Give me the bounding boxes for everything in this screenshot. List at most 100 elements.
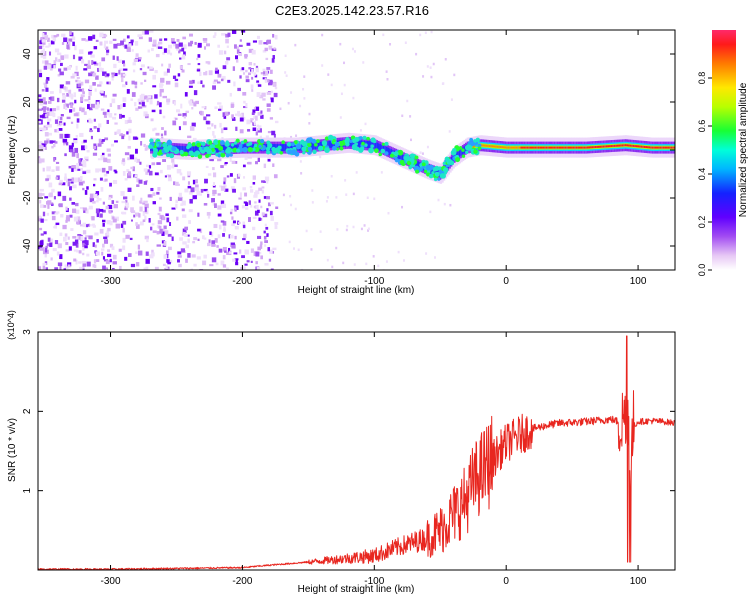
ridge-middle [222, 144, 226, 152]
noise-point [205, 120, 210, 125]
noise-point [120, 223, 124, 228]
noise-point [275, 120, 279, 124]
noise-point [138, 36, 143, 40]
noise-point [265, 226, 269, 230]
noise-point [232, 220, 236, 224]
noise-point [135, 148, 138, 154]
ridge-blob [324, 147, 330, 153]
noise-point [85, 39, 89, 42]
noise-point [135, 56, 139, 60]
noise-point [262, 98, 266, 101]
noise-point [142, 211, 148, 214]
noise-point [92, 72, 97, 77]
ridge-core [484, 144, 487, 147]
noise-point [262, 68, 266, 72]
noise-point [104, 40, 109, 44]
noise-point [340, 92, 343, 96]
noise-point [183, 44, 187, 50]
noise-point [263, 235, 267, 240]
noise-point [83, 208, 88, 213]
noise-point [267, 79, 270, 83]
noise-point [310, 248, 313, 251]
noise-point [193, 237, 198, 241]
ridge-middle [283, 144, 286, 152]
noise-point [60, 213, 64, 218]
noise-point [44, 63, 47, 66]
noise-point [235, 259, 238, 263]
ridge-blob [374, 148, 379, 154]
ridge-middle [289, 144, 292, 152]
noise-point [170, 259, 173, 264]
noise-point [234, 44, 237, 49]
noise-point [80, 96, 84, 102]
ridge-blob [306, 137, 312, 144]
noise-point [125, 200, 128, 205]
ridge-core [640, 145, 644, 148]
noise-point [151, 109, 156, 113]
noise-point [184, 233, 188, 237]
ridge-blob [246, 142, 250, 147]
noise-point [258, 251, 262, 255]
ridge-core [605, 145, 609, 148]
noise-point [139, 221, 144, 226]
noise-point [65, 217, 71, 222]
ridge-core [659, 146, 663, 149]
ridge-core [604, 145, 607, 148]
noise-point [380, 171, 383, 174]
noise-point [226, 251, 230, 256]
noise-point [234, 235, 237, 240]
noise-point [266, 108, 271, 112]
noise-point [258, 199, 261, 203]
ridge-blob [399, 159, 405, 165]
noise-point [128, 128, 132, 134]
noise-point [255, 161, 258, 165]
ridge-middle [186, 146, 189, 154]
ridge-blob [287, 149, 291, 154]
noise-point [38, 216, 42, 222]
ridge-blob [384, 141, 389, 146]
noise-point [39, 101, 44, 106]
noise-point [62, 95, 67, 99]
ridge-core [539, 146, 542, 149]
noise-point [94, 232, 99, 236]
noise-point [112, 268, 116, 270]
colorbar-tick-label: 0.4 [697, 168, 707, 181]
noise-point [127, 157, 130, 161]
noise-point [79, 81, 84, 86]
noise-point [52, 112, 56, 118]
noise-point [106, 170, 110, 174]
noise-point [107, 204, 113, 210]
noise-point [48, 182, 53, 188]
noise-point [244, 54, 248, 59]
noise-point [93, 143, 97, 147]
ridge-blob [429, 164, 434, 170]
noise-point [64, 233, 68, 237]
noise-point [230, 103, 234, 108]
ridge-blob [408, 165, 412, 170]
noise-point [268, 45, 273, 50]
ridge-middle [359, 140, 362, 148]
noise-point [59, 179, 63, 184]
noise-point [59, 84, 64, 89]
noise-point [87, 60, 91, 66]
noise-point [339, 116, 342, 119]
noise-point [214, 69, 220, 74]
noise-point [111, 72, 116, 75]
ridge-core [647, 146, 650, 149]
noise-point [99, 177, 103, 181]
noise-point [377, 264, 380, 268]
noise-point [90, 103, 95, 108]
ridge-middle [161, 144, 164, 152]
noise-point [261, 92, 266, 97]
noise-point [77, 177, 83, 182]
noise-point [78, 158, 81, 164]
noise-point [401, 205, 404, 209]
noise-point [321, 64, 324, 67]
noise-point [188, 220, 191, 224]
ridge-core [629, 144, 633, 147]
noise-point [179, 172, 183, 176]
noise-point [88, 101, 91, 106]
noise-point [225, 33, 229, 38]
noise-point [54, 267, 59, 270]
ridge-middle [316, 142, 319, 150]
